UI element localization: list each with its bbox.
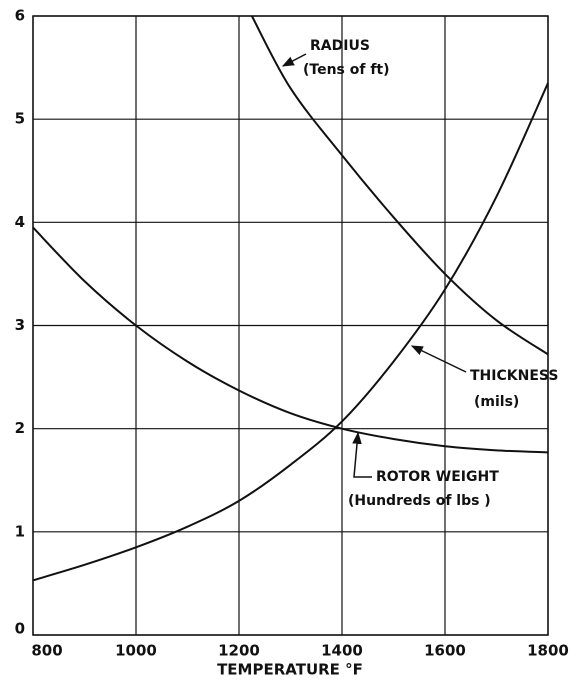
y-tick-label: 4	[15, 213, 25, 231]
annotations	[281, 53, 467, 478]
line	[32, 82, 549, 582]
y-tick-label: 6	[15, 7, 25, 25]
y-tick-label: 3	[15, 316, 25, 334]
x-tick-label: 1000	[115, 642, 157, 660]
x-tick-label: 1600	[424, 642, 466, 660]
y-tick-label: 1	[15, 522, 25, 540]
x-tick-label: 1800	[527, 642, 569, 660]
y-tick-label: 2	[15, 419, 25, 437]
arrow	[410, 345, 467, 373]
y-tick-label: 0	[15, 620, 25, 638]
arrow	[352, 431, 372, 478]
x-axis-label: TEMPERATURE °F	[217, 661, 363, 679]
x-tick-label: 1400	[321, 642, 363, 660]
annotation: ROTOR WEIGHT	[376, 469, 499, 485]
x-tick-label: 800	[31, 642, 62, 660]
annotation: THICKNESS	[470, 368, 558, 384]
x-tick-label: 1200	[218, 642, 260, 660]
line	[250, 15, 549, 356]
annotation: (mils)	[474, 394, 519, 410]
y-tick-label: 5	[15, 110, 25, 128]
annotation: (Hundreds of lbs )	[348, 493, 491, 509]
line	[32, 226, 549, 454]
arrow	[281, 53, 307, 67]
annotation: RADIUS	[310, 38, 370, 54]
annotation: (Tens of ft)	[303, 62, 390, 78]
